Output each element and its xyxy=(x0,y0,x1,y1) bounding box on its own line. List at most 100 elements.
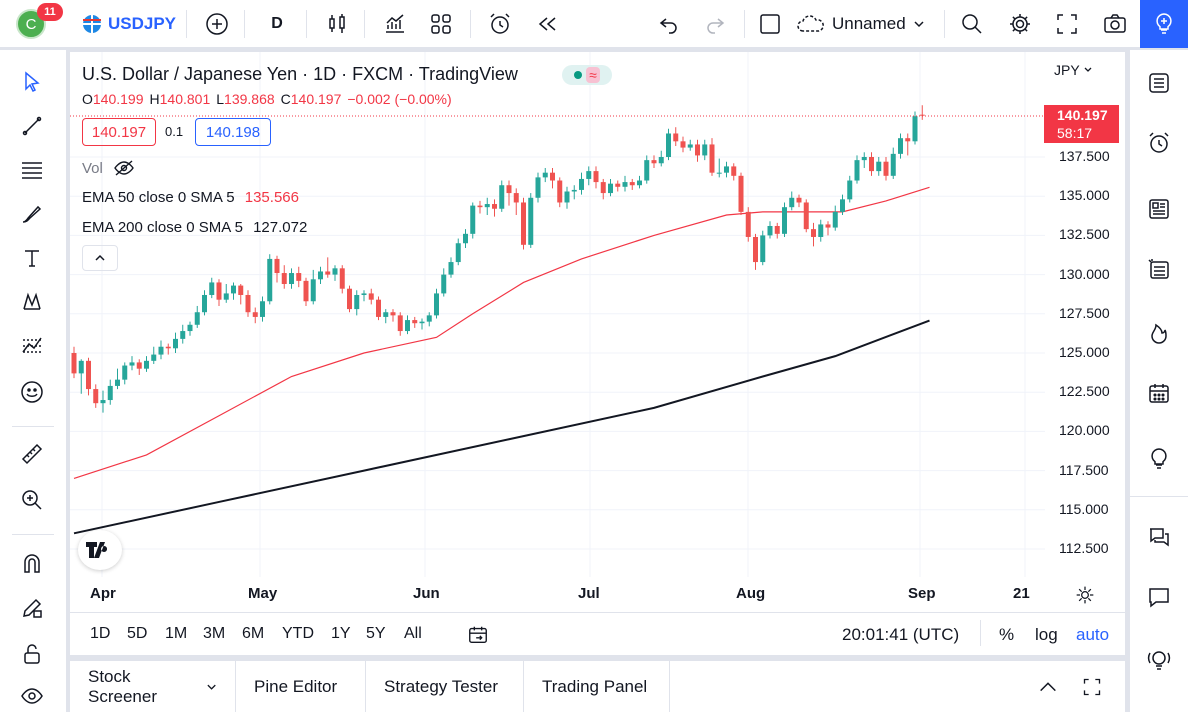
candle xyxy=(579,172,584,195)
alert-button[interactable] xyxy=(485,10,515,38)
lock-drawings-tool[interactable] xyxy=(16,592,48,624)
replay-button[interactable] xyxy=(532,10,562,38)
help-button[interactable] xyxy=(1142,642,1176,676)
period-button-ytd[interactable]: YTD xyxy=(282,625,314,642)
date-range-button[interactable] xyxy=(464,622,492,648)
snapshot-button[interactable] xyxy=(1099,10,1131,38)
publish-idea-button[interactable] xyxy=(1140,0,1188,48)
tab-label: Trading Panel xyxy=(542,676,648,696)
currency-selector[interactable]: JPY xyxy=(1054,60,1093,80)
watchlist-button[interactable] xyxy=(1142,66,1176,100)
fib-tool[interactable] xyxy=(16,154,48,186)
candle xyxy=(811,222,816,247)
volume-legend[interactable]: Vol xyxy=(82,159,135,177)
buy-button[interactable]: 140.198 xyxy=(195,118,271,146)
candle-body xyxy=(332,268,338,275)
chart-pane[interactable]: U.S. Dollar / Japanese Yen · 1D · FXCM ·… xyxy=(70,52,1125,655)
price-chart[interactable] xyxy=(70,52,1125,655)
collapse-panel-button[interactable] xyxy=(1034,673,1062,701)
indicators-button[interactable] xyxy=(380,10,410,38)
measure-tool[interactable] xyxy=(16,438,48,470)
candle xyxy=(274,255,280,283)
search-button[interactable] xyxy=(957,10,987,38)
layout-name-button[interactable]: Unnamed xyxy=(796,10,926,38)
layouts-button[interactable] xyxy=(426,10,456,38)
clock-timezone[interactable]: 20:01:41 (UTC) xyxy=(842,625,960,644)
candle xyxy=(289,268,294,289)
messages-button[interactable] xyxy=(1142,580,1176,614)
fullscreen-select-button[interactable] xyxy=(756,10,784,38)
market-status-badge[interactable]: ≈ xyxy=(562,65,612,85)
chart-type-button[interactable] xyxy=(322,10,352,38)
sell-button[interactable]: 140.197 xyxy=(82,118,156,146)
ideas-button[interactable] xyxy=(1142,442,1176,476)
chats-button[interactable] xyxy=(1142,520,1176,554)
prediction-tool[interactable] xyxy=(16,330,48,362)
alerts-button[interactable] xyxy=(1142,126,1176,160)
chart-settings-button[interactable] xyxy=(1072,582,1098,608)
period-button-5d[interactable]: 5D xyxy=(127,625,148,642)
tab-trading-panel[interactable]: Trading Panel xyxy=(524,661,670,712)
collapse-legend-button[interactable] xyxy=(82,245,118,271)
icons-tool[interactable] xyxy=(16,376,48,408)
period-button-3m[interactable]: 3M xyxy=(203,625,226,642)
fullscreen-button[interactable] xyxy=(1052,10,1082,38)
candle xyxy=(890,147,896,179)
trend-line-tool[interactable] xyxy=(16,110,48,142)
hotlists-button[interactable] xyxy=(1142,316,1176,350)
ema200-legend[interactable]: EMA 200 close 0 SMA 5 127.072 xyxy=(82,219,307,236)
period-button-5y[interactable]: 5Y xyxy=(366,625,386,642)
candle-body xyxy=(71,353,77,374)
zoom-tool[interactable] xyxy=(16,484,48,516)
eye-off-icon[interactable] xyxy=(113,159,135,177)
cursor-tool[interactable] xyxy=(16,66,48,98)
hide-drawings-tool[interactable] xyxy=(16,680,48,712)
text-tool[interactable] xyxy=(16,242,48,274)
candle xyxy=(550,167,555,189)
candle xyxy=(231,282,236,300)
period-button-all[interactable]: All xyxy=(404,625,422,642)
maximize-panel-button[interactable] xyxy=(1078,673,1106,701)
candle-body xyxy=(883,161,889,176)
redo-button[interactable] xyxy=(700,10,730,38)
percent-scale-button[interactable]: % xyxy=(999,625,1015,644)
ema50-legend[interactable]: EMA 50 close 0 SMA 5 135.566 xyxy=(82,189,299,206)
auto-scale-button[interactable]: auto xyxy=(1076,625,1110,644)
unlock-tool[interactable] xyxy=(16,638,48,670)
settings-button[interactable] xyxy=(1005,10,1035,38)
period-button-1y[interactable]: 1Y xyxy=(331,625,351,642)
candle xyxy=(564,186,570,209)
candle-body xyxy=(173,338,178,349)
candle-body xyxy=(216,282,222,300)
period-button-1d[interactable]: 1D xyxy=(90,625,111,642)
candle xyxy=(876,157,882,176)
calendar-button[interactable] xyxy=(1142,376,1176,410)
log-scale-button[interactable]: log xyxy=(1035,625,1058,644)
candle-body xyxy=(274,258,280,274)
brush-tool[interactable] xyxy=(16,198,48,230)
interval-button[interactable]: D xyxy=(262,10,292,38)
tab-strategy-tester[interactable]: Strategy Tester xyxy=(366,661,524,712)
magnet-tool[interactable] xyxy=(16,548,48,580)
symbol-search-button[interactable]: USDJPY xyxy=(82,10,176,38)
undo-button[interactable] xyxy=(654,10,684,38)
magnet-icon xyxy=(24,554,40,573)
candle-body xyxy=(122,365,128,380)
candle-body xyxy=(919,114,925,116)
news-button[interactable] xyxy=(1142,192,1176,226)
candle xyxy=(869,152,874,176)
arrow-cursor-icon xyxy=(25,71,40,93)
candle xyxy=(716,158,722,178)
rewind-icon xyxy=(538,17,556,31)
calendar-list-button[interactable] xyxy=(1142,252,1176,286)
candle xyxy=(71,346,77,379)
candle xyxy=(267,254,273,305)
tab-stock-screener[interactable]: Stock Screener xyxy=(70,661,236,712)
candle-body xyxy=(622,182,628,187)
period-button-1m[interactable]: 1M xyxy=(165,625,188,642)
pattern-tool[interactable] xyxy=(16,286,48,318)
period-button-6m[interactable]: 6M xyxy=(242,625,265,642)
tab-pine-editor[interactable]: Pine Editor xyxy=(236,661,366,712)
compare-add-button[interactable] xyxy=(202,10,232,38)
tradingview-logo[interactable] xyxy=(78,530,122,570)
